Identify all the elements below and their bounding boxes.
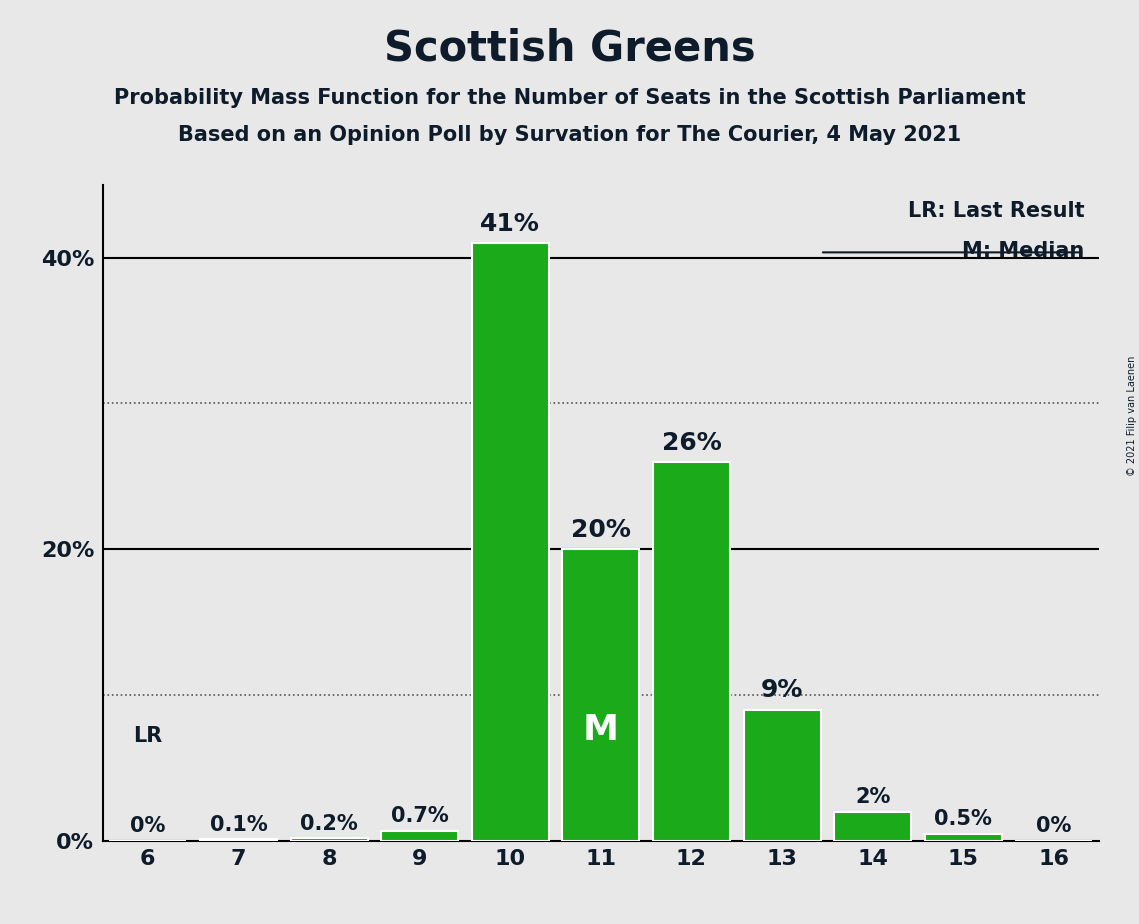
Text: 0.1%: 0.1%: [210, 815, 268, 835]
Text: 26%: 26%: [662, 431, 721, 455]
Text: © 2021 Filip van Laenen: © 2021 Filip van Laenen: [1126, 356, 1137, 476]
Text: 20%: 20%: [571, 518, 631, 542]
Text: 0.2%: 0.2%: [301, 813, 358, 833]
Text: M: Median: M: Median: [962, 240, 1084, 261]
Text: Based on an Opinion Poll by Survation for The Courier, 4 May 2021: Based on an Opinion Poll by Survation fo…: [178, 125, 961, 145]
Bar: [200, 839, 277, 841]
Text: 0.5%: 0.5%: [934, 809, 992, 829]
Text: Scottish Greens: Scottish Greens: [384, 28, 755, 69]
Text: LR: LR: [133, 726, 163, 746]
Text: Probability Mass Function for the Number of Seats in the Scottish Parliament: Probability Mass Function for the Number…: [114, 88, 1025, 108]
Text: 0.7%: 0.7%: [391, 807, 449, 826]
Bar: [290, 838, 368, 841]
Text: LR: Last Result: LR: Last Result: [908, 201, 1084, 221]
Text: 2%: 2%: [855, 787, 891, 808]
Bar: [472, 243, 549, 841]
Bar: [834, 811, 911, 841]
Text: 41%: 41%: [481, 212, 540, 236]
Bar: [653, 462, 730, 841]
Text: M: M: [583, 713, 618, 747]
Text: 0%: 0%: [1036, 817, 1072, 836]
Bar: [382, 831, 458, 841]
Text: 0%: 0%: [130, 817, 165, 836]
Bar: [563, 549, 639, 841]
Bar: [925, 833, 1001, 841]
Text: 9%: 9%: [761, 678, 803, 702]
Bar: [744, 710, 820, 841]
